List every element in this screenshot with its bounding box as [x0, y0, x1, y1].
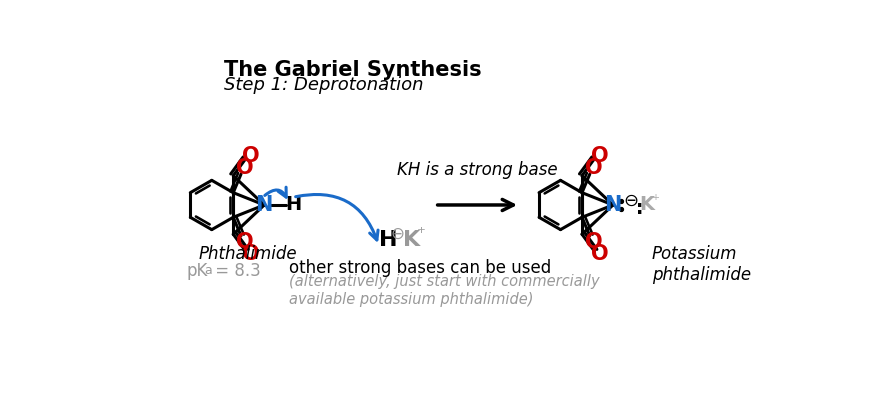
Text: Phthalimide: Phthalimide	[198, 245, 297, 263]
Text: O: O	[236, 158, 253, 178]
Text: KH is a strong base: KH is a strong base	[397, 162, 558, 179]
FancyArrowPatch shape	[265, 187, 287, 197]
Text: The Gabriel Synthesis: The Gabriel Synthesis	[224, 60, 482, 80]
Text: ⁺: ⁺	[416, 225, 426, 243]
Text: pK: pK	[187, 262, 208, 280]
Text: ⁺: ⁺	[652, 193, 660, 208]
Text: = 8.3: = 8.3	[210, 262, 260, 280]
Text: ⊖: ⊖	[391, 225, 405, 243]
Text: Step 1: Deprotonation: Step 1: Deprotonation	[224, 76, 423, 94]
Text: .: .	[635, 199, 643, 218]
Text: H: H	[285, 195, 301, 215]
Text: O: O	[242, 244, 260, 264]
Text: .: .	[635, 192, 643, 211]
Text: O: O	[242, 146, 260, 166]
Text: O: O	[236, 232, 253, 252]
Text: O: O	[585, 158, 602, 178]
Text: O: O	[591, 146, 608, 166]
Text: N: N	[255, 195, 273, 215]
Text: Potassium
phthalimide: Potassium phthalimide	[652, 245, 751, 284]
Text: K: K	[403, 229, 420, 250]
Text: other strong bases can be used: other strong bases can be used	[289, 259, 551, 277]
Text: ⊖: ⊖	[623, 191, 638, 209]
Text: N: N	[604, 195, 621, 215]
FancyArrowPatch shape	[295, 194, 378, 240]
Text: a: a	[205, 264, 212, 277]
Text: O: O	[591, 244, 608, 264]
Text: H: H	[379, 229, 398, 250]
Text: (alternatively, just start with commercially
available potassium phthalimide): (alternatively, just start with commerci…	[289, 274, 600, 307]
Text: K: K	[640, 195, 655, 215]
Text: O: O	[585, 232, 602, 252]
